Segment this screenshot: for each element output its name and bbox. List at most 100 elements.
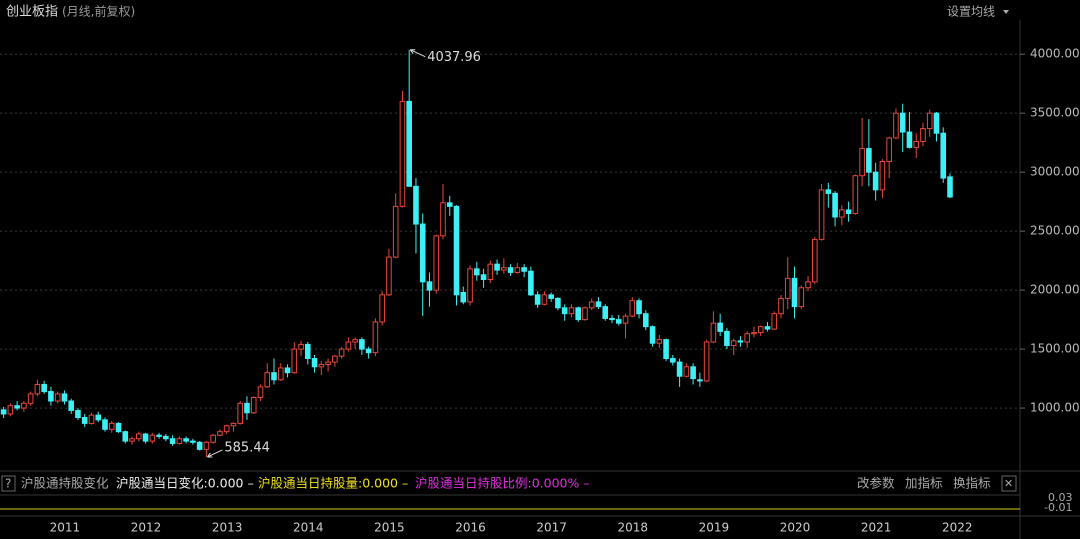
candle-body xyxy=(41,383,47,393)
y-tick-label: 2500.00 xyxy=(1030,224,1080,238)
help-icon[interactable] xyxy=(1,475,16,492)
candle-body xyxy=(413,185,419,225)
candle-body xyxy=(108,422,115,430)
candle-body xyxy=(751,332,757,335)
annotation-arrow xyxy=(409,49,426,58)
candle-body xyxy=(825,189,832,194)
candle-body xyxy=(305,343,311,360)
candle-body xyxy=(514,267,521,273)
candle-body xyxy=(845,209,852,214)
candle-body xyxy=(21,402,27,409)
annotation: 4037.96 xyxy=(427,50,481,65)
candle-body xyxy=(649,326,656,344)
annotation: 585.44 xyxy=(224,440,270,455)
candle-body xyxy=(190,440,196,443)
candle-body xyxy=(149,434,156,442)
candle-body xyxy=(237,402,243,424)
candle-body xyxy=(156,434,162,437)
candle-body xyxy=(555,297,561,309)
y-tick-label: 4000.00 xyxy=(1030,47,1080,61)
candle-body xyxy=(14,405,20,409)
chart-title: 创业板指 xyxy=(6,5,58,20)
candle-body xyxy=(906,131,913,148)
candle-body xyxy=(582,307,588,321)
x-tick-label: 2022 xyxy=(942,521,973,535)
candle-body xyxy=(359,339,365,350)
candle-body xyxy=(609,317,615,321)
candle-body xyxy=(615,319,622,324)
candle-body xyxy=(643,313,649,328)
candle-body xyxy=(61,393,68,402)
candle-body xyxy=(433,235,440,291)
x-tick-label: 2016 xyxy=(455,521,486,535)
x-tick-label: 2015 xyxy=(374,521,405,535)
candle-body xyxy=(886,137,892,163)
candle-body xyxy=(852,175,859,214)
candle-body xyxy=(663,339,669,360)
candle-body xyxy=(440,202,446,237)
candle-body xyxy=(866,148,872,173)
candle-body xyxy=(899,112,906,133)
candle-body xyxy=(406,100,412,187)
close-button[interactable] xyxy=(1001,475,1017,492)
candle-body xyxy=(426,281,433,291)
candle-body xyxy=(947,176,953,198)
candle-body xyxy=(102,419,108,430)
candle-body xyxy=(257,386,264,398)
candle-body xyxy=(129,438,135,442)
candle-body xyxy=(244,402,250,414)
candle-body xyxy=(379,294,385,323)
candle-body xyxy=(54,393,61,402)
ma-button[interactable]: 设置均线 xyxy=(947,5,995,19)
sub-axis-label: 0.03 xyxy=(1048,491,1073,504)
chart-subtitle: (月线,前复权) xyxy=(62,4,135,19)
sub-axis-label: -0.01 xyxy=(1044,501,1072,514)
candle-body xyxy=(494,263,500,271)
candle-body xyxy=(940,132,947,179)
x-tick-label: 2020 xyxy=(780,521,811,535)
candle-body xyxy=(784,277,791,299)
candle-body xyxy=(764,326,771,330)
candle-body xyxy=(920,128,926,142)
x-tick-label: 2014 xyxy=(293,521,324,535)
candle-body xyxy=(480,274,487,281)
candle-body xyxy=(521,267,527,272)
candle-body xyxy=(7,405,14,415)
candle-body xyxy=(690,366,696,380)
y-tick-label: 1000.00 xyxy=(1030,401,1080,415)
x-tick-label: 2021 xyxy=(861,521,892,535)
candle-body xyxy=(487,263,494,281)
candle-body xyxy=(893,112,899,139)
candle-body xyxy=(528,270,534,296)
help[interactable]: ? xyxy=(5,477,11,491)
indicator-value: 沪股通当日变化:0.000 – xyxy=(116,476,254,491)
candle-body xyxy=(568,307,575,315)
candle-body xyxy=(68,400,75,411)
candle-body xyxy=(122,431,129,442)
candle-body xyxy=(325,361,331,365)
dropdown-arrow xyxy=(1003,10,1009,14)
candle-body xyxy=(818,189,825,240)
candle-body xyxy=(264,372,271,388)
x-tick-label: 2019 xyxy=(699,521,730,535)
candle-body xyxy=(169,438,176,444)
candle-body xyxy=(561,307,568,315)
candle-body xyxy=(839,209,845,218)
button[interactable]: 改参数 xyxy=(857,476,895,491)
candle-body xyxy=(365,348,372,354)
button[interactable]: 换指标 xyxy=(953,476,991,491)
candle-body xyxy=(183,438,189,442)
button[interactable]: 加指标 xyxy=(905,476,943,491)
candle-body xyxy=(386,256,392,296)
x-tick-label: 2018 xyxy=(617,521,648,535)
candle-body xyxy=(163,435,169,440)
candle-body xyxy=(284,367,291,374)
close[interactable]: ✕ xyxy=(1004,477,1013,490)
indicator-value: 沪股通当日持股比例:0.000% – xyxy=(415,476,590,491)
candle-body xyxy=(629,300,636,317)
candle-body xyxy=(34,383,41,395)
candle-body xyxy=(872,171,879,191)
candle-body xyxy=(345,341,352,350)
